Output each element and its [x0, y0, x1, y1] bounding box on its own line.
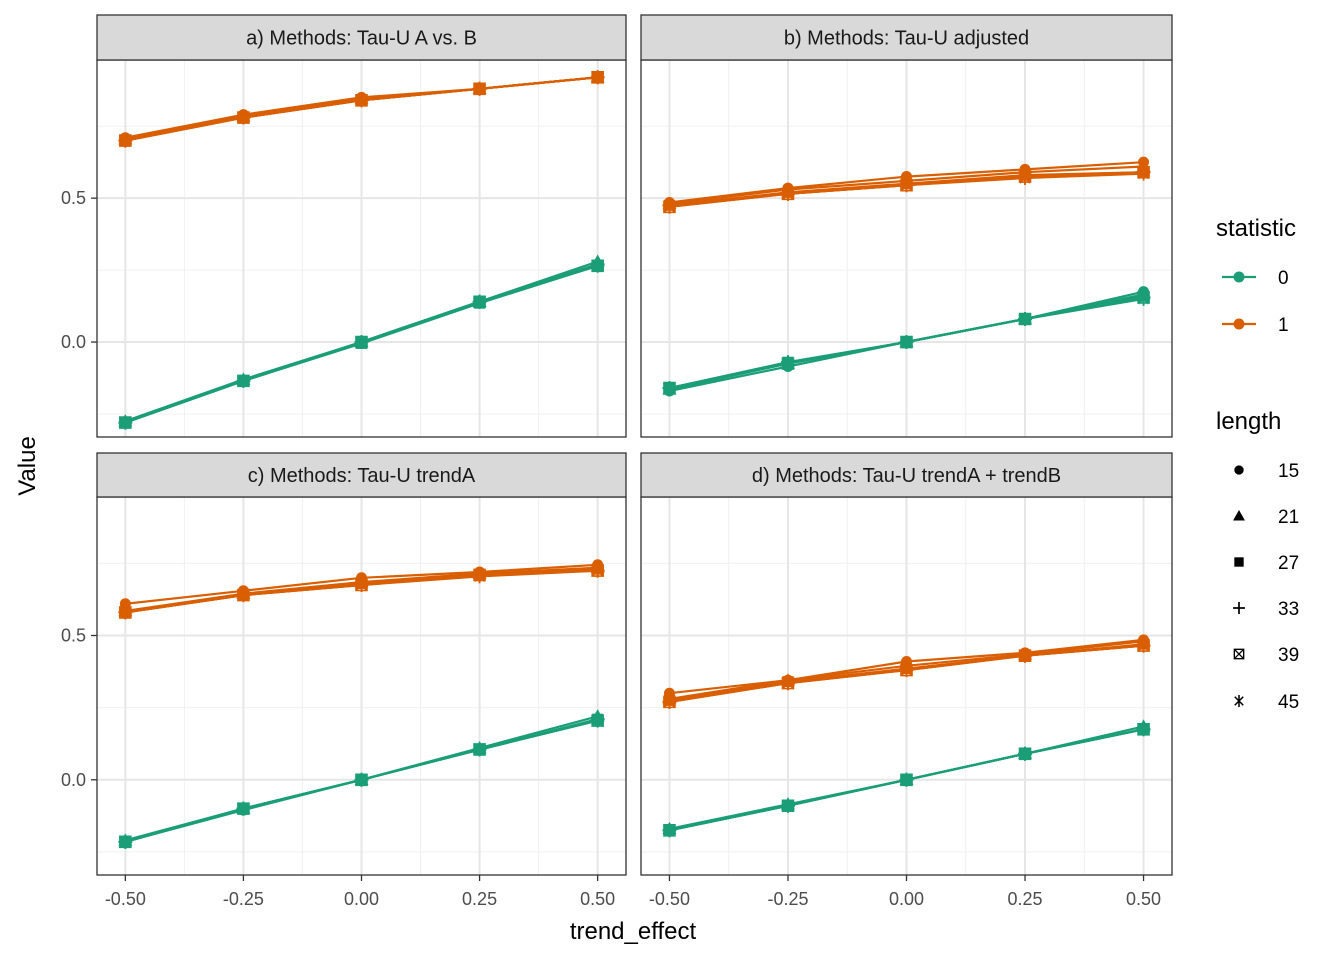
data-point-stat1-len45: [663, 694, 676, 709]
data-point-stat0-len45: [1137, 722, 1150, 737]
data-point-stat0-len45: [900, 335, 913, 350]
legend-length-key-27: [1234, 557, 1244, 567]
facet-strip-label: c) Methods: Tau-U trendA: [248, 465, 476, 487]
y-tick-label: 0.0: [61, 770, 86, 790]
data-point-stat1-len45: [1019, 648, 1031, 663]
data-point-stat1-len45: [355, 578, 368, 593]
y-tick-label: 0.5: [61, 626, 86, 646]
legend-length-label: 21: [1278, 507, 1299, 528]
x-tick-label: 0.50: [1126, 889, 1161, 909]
panel-1: a) Methods: Tau-U A vs. B: [96, 14, 627, 438]
legend-length-key-21: [1233, 510, 1245, 521]
legend: statistic length 0 1 15 21 27 33 39 45: [1216, 215, 1299, 713]
legend-length-label: 33: [1278, 599, 1299, 620]
facet-strip-label: d) Methods: Tau-U trendA + trendB: [752, 465, 1061, 487]
facet-strip: [640, 14, 1173, 61]
legend-statistic-key: [1233, 271, 1245, 283]
data-point-stat0-len45: [663, 823, 676, 838]
facet-strip-label: a) Methods: Tau-U A vs. B: [246, 28, 477, 50]
data-point-stat0-len45: [782, 798, 794, 813]
data-point-stat0-len45: [592, 713, 604, 728]
data-point-stat1-len45: [1137, 166, 1150, 181]
legend-length-label: 45: [1278, 692, 1299, 713]
data-point-stat1-len45: [237, 110, 250, 125]
facet-strip: [96, 452, 627, 498]
data-point-stat0-len45: [1019, 312, 1031, 327]
data-point-stat1-len45: [1019, 170, 1031, 185]
legend-length-label: 27: [1278, 553, 1299, 574]
data-point-stat0-len45: [592, 258, 604, 273]
axes-layer: 0.0 0.5 0.0 0.5 -0.50 -0.25 0.00 0.25 0.50 -0.50 -…: [61, 188, 1161, 909]
legend-title-statistic: statistic: [1216, 215, 1296, 242]
legend-length-key-39: [1233, 648, 1245, 660]
data-point-stat1-len45: [900, 178, 913, 193]
panel-4: d) Methods: Tau-U trendA + trendB: [640, 452, 1173, 876]
data-point-stat0-len45: [119, 415, 131, 430]
data-point-stat0-len45: [782, 356, 794, 371]
data-point-stat0-len45: [473, 294, 486, 309]
data-point-stat0-len45: [119, 834, 131, 849]
data-point-stat1-len45: [1137, 638, 1150, 653]
facet-strip: [96, 14, 627, 61]
data-point-stat1-len45: [592, 70, 604, 85]
legend-length-label: 15: [1278, 461, 1299, 482]
data-point-stat1-len45: [900, 663, 913, 678]
data-point-stat1-len45: [782, 676, 794, 691]
data-point-stat0-len45: [355, 335, 368, 350]
facet-strip: [640, 452, 1173, 498]
y-axis-title: Value: [14, 436, 41, 496]
legend-length-key-45: [1234, 695, 1244, 707]
legend-statistic-label: 1: [1278, 315, 1289, 336]
legend-title-length: length: [1216, 408, 1281, 435]
x-tick-label: 0.25: [462, 889, 497, 909]
data-point-stat1-len45: [782, 186, 794, 201]
x-tick-label: -0.25: [767, 889, 808, 909]
facet-strip-label: b) Methods: Tau-U adjusted: [784, 28, 1029, 50]
data-point-stat1-len45: [663, 199, 676, 214]
data-point-stat1-len45: [355, 93, 368, 108]
data-point-stat0-len45: [900, 772, 913, 787]
data-point-stat1-len45: [119, 133, 131, 148]
data-point-stat0-len45: [237, 801, 250, 816]
legend-length-key-15: [1234, 465, 1244, 475]
data-point-stat0-len45: [663, 381, 676, 396]
data-point-stat0-len45: [1137, 291, 1150, 306]
data-point-stat0-len45: [1019, 746, 1031, 761]
x-tick-label: -0.50: [105, 889, 146, 909]
x-tick-label: 0.25: [1008, 889, 1043, 909]
y-tick-label: 0.0: [61, 332, 86, 352]
y-tick-label: 0.5: [61, 188, 86, 208]
panels-layer: a) Methods: Tau-U A vs. B b) Methods: Tau…: [96, 14, 1173, 876]
data-point-stat1-len45: [473, 569, 486, 584]
x-tick-label: -0.25: [223, 889, 264, 909]
data-point-stat0-len45: [473, 742, 486, 757]
data-point-stat1-len45: [592, 563, 604, 578]
legend-length-key-33: [1233, 602, 1245, 614]
legend-statistic-key: [1233, 318, 1245, 330]
x-tick-label: -0.50: [649, 889, 690, 909]
data-point-stat1-len45: [237, 588, 250, 603]
panel-2: b) Methods: Tau-U adjusted: [640, 14, 1173, 438]
legend-statistic-label: 0: [1278, 268, 1289, 289]
x-tick-label: 0.00: [889, 889, 924, 909]
legend-length-label: 39: [1278, 645, 1299, 666]
panel-3: c) Methods: Tau-U trendA: [96, 452, 627, 876]
data-point-stat0-len45: [237, 373, 250, 388]
x-tick-label: 0.50: [580, 889, 615, 909]
data-point-stat1-len45: [473, 81, 486, 96]
x-tick-label: 0.00: [344, 889, 379, 909]
data-point-stat1-len45: [119, 605, 131, 620]
x-axis-title: trend_effect: [570, 918, 697, 945]
data-point-stat0-len45: [355, 772, 368, 787]
